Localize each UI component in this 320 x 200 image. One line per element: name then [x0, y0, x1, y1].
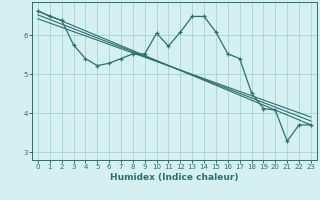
X-axis label: Humidex (Indice chaleur): Humidex (Indice chaleur)	[110, 173, 239, 182]
